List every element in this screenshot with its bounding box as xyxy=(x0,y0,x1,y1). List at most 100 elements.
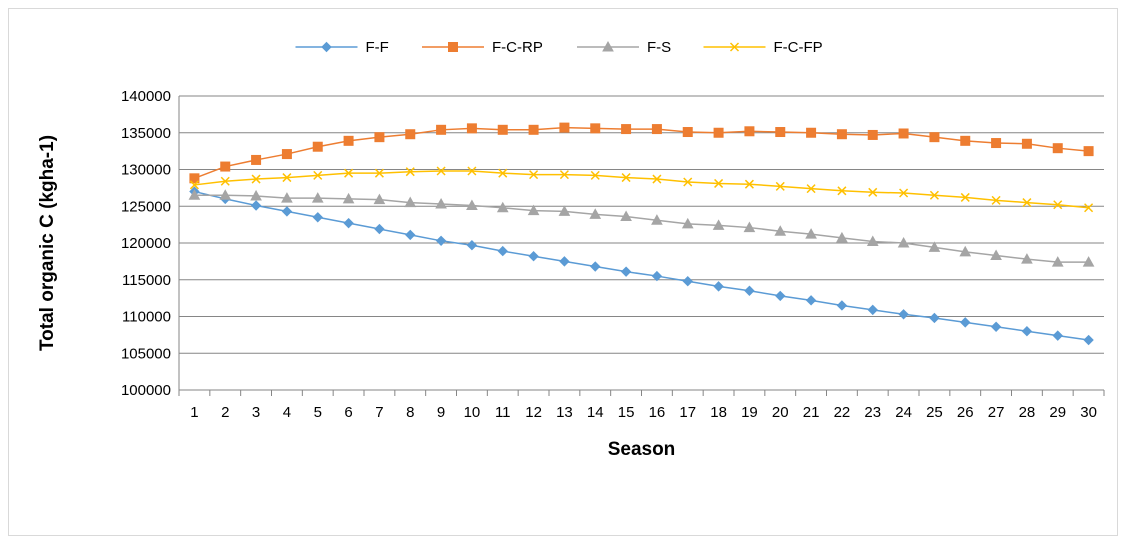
y-tick-label: 120000 xyxy=(121,235,171,252)
data-point xyxy=(311,192,324,203)
data-point xyxy=(867,304,878,316)
data-point xyxy=(866,235,879,247)
data-point xyxy=(405,167,415,177)
x-tick-label: 19 xyxy=(741,404,758,421)
data-point xyxy=(436,166,446,176)
data-point xyxy=(282,173,292,183)
series-line xyxy=(194,190,1089,341)
x-axis-title: Season xyxy=(608,439,676,460)
data-point xyxy=(1021,253,1033,264)
data-point xyxy=(281,149,292,160)
data-point xyxy=(744,285,755,296)
series-f-s xyxy=(188,189,1095,267)
data-point xyxy=(250,189,262,201)
data-point xyxy=(220,176,230,186)
x-tick-label: 20 xyxy=(772,404,789,421)
data-point xyxy=(436,124,447,135)
x-tick-label: 30 xyxy=(1080,404,1097,421)
data-point xyxy=(713,127,724,138)
series-line xyxy=(194,170,1089,209)
data-point xyxy=(251,174,261,184)
data-point xyxy=(220,161,231,172)
data-point xyxy=(497,245,508,257)
data-point xyxy=(620,266,632,277)
x-tick-label: 23 xyxy=(864,404,881,421)
data-point xyxy=(281,192,293,203)
data-point xyxy=(529,170,539,180)
x-tick-label: 14 xyxy=(587,404,604,421)
x-tick-label: 6 xyxy=(344,404,352,421)
legend-label: F-C-FP xyxy=(774,39,823,56)
x-tick-label: 1 xyxy=(190,404,198,421)
data-point xyxy=(466,123,477,134)
legend-item: F-C-FP xyxy=(703,39,823,56)
data-point xyxy=(897,236,910,248)
data-point xyxy=(991,138,1002,149)
series-f-c-fp xyxy=(189,166,1094,213)
x-tick-label: 21 xyxy=(803,404,820,421)
data-point xyxy=(1052,330,1063,341)
data-point xyxy=(744,126,755,137)
data-point xyxy=(806,184,816,194)
y-tick-label: 125000 xyxy=(121,198,171,215)
data-point xyxy=(496,201,509,213)
data-point xyxy=(836,231,848,243)
data-point xyxy=(374,223,385,235)
data-point xyxy=(602,40,614,52)
line-chart: 100000 105000 110000 115000 120000 125000 1300… xyxy=(37,39,1105,460)
data-point xyxy=(312,212,323,223)
data-point xyxy=(559,256,570,267)
data-point xyxy=(868,187,878,197)
data-point xyxy=(343,135,354,146)
series-line xyxy=(194,194,1089,263)
x-tick-label: 8 xyxy=(406,404,414,421)
data-point xyxy=(899,188,909,198)
data-point xyxy=(189,173,200,184)
data-point xyxy=(806,127,817,138)
x-tick-label: 18 xyxy=(710,404,727,421)
data-point xyxy=(837,186,847,196)
data-point xyxy=(1022,198,1032,208)
data-point xyxy=(775,290,786,302)
data-point xyxy=(250,200,262,211)
series-lines xyxy=(188,122,1095,346)
x-tick-label: 28 xyxy=(1019,404,1036,421)
data-point xyxy=(620,210,632,222)
data-point xyxy=(189,180,199,190)
data-point xyxy=(836,300,848,311)
data-point xyxy=(651,124,662,135)
data-point xyxy=(1083,146,1094,157)
legend-item: F-S xyxy=(577,39,671,56)
data-point xyxy=(590,261,601,272)
data-point xyxy=(681,217,694,229)
data-point xyxy=(405,129,416,140)
data-point xyxy=(281,206,293,217)
data-point xyxy=(1052,143,1063,154)
data-point xyxy=(435,198,447,209)
data-point xyxy=(313,170,323,180)
legend-label: F-C-RP xyxy=(492,39,543,56)
legend: F-F F-C-RP F-S F-C-FP xyxy=(295,39,823,56)
x-tick-label: 22 xyxy=(834,404,851,421)
data-point xyxy=(867,129,878,140)
x-tick-label: 7 xyxy=(375,404,383,421)
data-point xyxy=(621,173,631,183)
data-point xyxy=(590,170,600,180)
y-tick-label: 115000 xyxy=(122,272,171,289)
data-point xyxy=(1082,256,1095,267)
y-axis-title: Total organic C (kgha-1) xyxy=(37,135,58,351)
data-point xyxy=(374,132,385,143)
data-point xyxy=(744,179,754,189)
data-point xyxy=(898,128,909,139)
data-point xyxy=(990,321,1002,332)
x-tick-label: 29 xyxy=(1049,404,1066,421)
axes: 100000 105000 110000 115000 120000 125000 1300… xyxy=(121,88,1105,421)
data-point xyxy=(652,174,662,184)
data-point xyxy=(990,249,1002,260)
data-point xyxy=(405,229,416,241)
y-tick-label: 110000 xyxy=(122,309,171,326)
data-point xyxy=(1053,200,1063,210)
data-point xyxy=(497,124,508,135)
data-point xyxy=(960,192,970,202)
x-tick-label: 4 xyxy=(283,404,291,421)
